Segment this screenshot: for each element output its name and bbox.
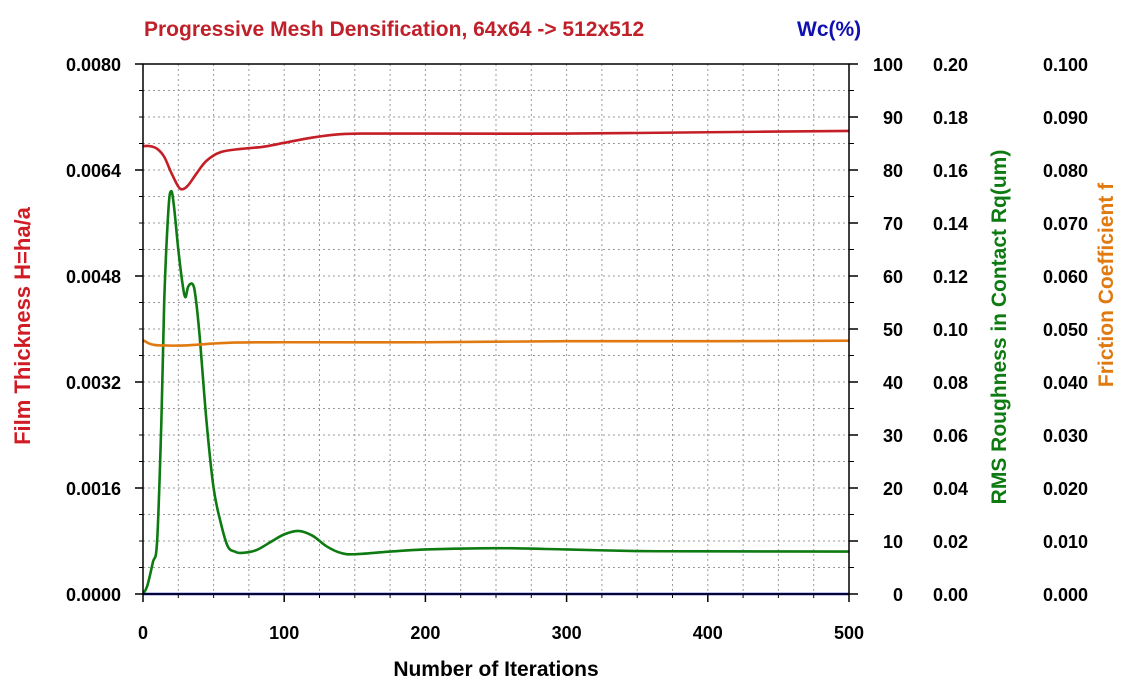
series-line-rq bbox=[141, 189, 850, 595]
rq-tick-label: 0.08 bbox=[933, 373, 968, 393]
wc-tick-label: 50 bbox=[883, 320, 903, 340]
wc-tick-label: 0 bbox=[893, 585, 903, 605]
rq-tick-label: 0.14 bbox=[933, 214, 968, 234]
rq-tick-label: 0.04 bbox=[933, 479, 968, 499]
rq-tick-label: 0.06 bbox=[933, 426, 968, 446]
rq-tick-label: 0.12 bbox=[933, 267, 968, 287]
friction-tick-label: 0.080 bbox=[1043, 161, 1088, 181]
friction-tick-label: 0.060 bbox=[1043, 267, 1088, 287]
x-tick-label: 0 bbox=[138, 623, 148, 643]
x-tick-label: 200 bbox=[410, 623, 440, 643]
left-tick-label: 0.0080 bbox=[66, 55, 121, 75]
rq-tick-label: 0.20 bbox=[933, 55, 968, 75]
left-tick-label: 0.0000 bbox=[66, 585, 121, 605]
x-tick-label: 400 bbox=[693, 623, 723, 643]
friction-tick-label: 0.040 bbox=[1043, 373, 1088, 393]
series-line-f bbox=[142, 338, 850, 347]
chart-title: Progressive Mesh Densification, 64x64 ->… bbox=[144, 18, 644, 41]
wc-title: Wc(%) bbox=[797, 18, 861, 41]
wc-tick-label: 100 bbox=[873, 55, 903, 75]
wc-tick-label: 80 bbox=[883, 161, 903, 181]
friction-tick-label: 0.070 bbox=[1043, 214, 1088, 234]
wc-tick-label: 40 bbox=[883, 373, 903, 393]
wc-tick-label: 20 bbox=[883, 479, 903, 499]
series-line-left bbox=[142, 129, 850, 191]
axes-layer: 0 100 200 300 400 5000.00000.00160.00320.0048… bbox=[66, 55, 1088, 643]
x-tick-label: 300 bbox=[552, 623, 582, 643]
wc-tick-label: 30 bbox=[883, 426, 903, 446]
left-tick-label: 0.0032 bbox=[66, 373, 121, 393]
rq-tick-label: 0.16 bbox=[933, 161, 968, 181]
friction-tick-label: 0.100 bbox=[1043, 55, 1088, 75]
wc-tick-label: 70 bbox=[883, 214, 903, 234]
x-axis-label: Number of Iterations bbox=[393, 658, 598, 681]
grid bbox=[143, 64, 849, 594]
friction-tick-label: 0.090 bbox=[1043, 108, 1088, 128]
left-tick-label: 0.0016 bbox=[66, 479, 121, 499]
wc-tick-label: 60 bbox=[883, 267, 903, 287]
x-tick-label: 500 bbox=[834, 623, 864, 643]
friction-axis-label: Friction Coefficient f bbox=[1095, 182, 1118, 387]
friction-tick-label: 0.050 bbox=[1043, 320, 1088, 340]
rq-tick-label: 0.00 bbox=[933, 585, 968, 605]
friction-tick-label: 0.000 bbox=[1043, 585, 1088, 605]
friction-tick-label: 0.010 bbox=[1043, 532, 1088, 552]
wc-tick-label: 10 bbox=[883, 532, 903, 552]
left-axis-label: Film Thickness H=ha/a bbox=[10, 206, 35, 445]
rq-tick-label: 0.02 bbox=[933, 532, 968, 552]
rq-tick-label: 0.18 bbox=[933, 108, 968, 128]
left-tick-label: 0.0048 bbox=[66, 267, 121, 287]
friction-tick-label: 0.030 bbox=[1043, 426, 1088, 446]
rq-axis-label: RMS Roughness in Contact Rq(um) bbox=[988, 150, 1011, 505]
left-tick-label: 0.0064 bbox=[66, 161, 121, 181]
friction-tick-label: 0.020 bbox=[1043, 479, 1088, 499]
wc-tick-label: 90 bbox=[883, 108, 903, 128]
rq-tick-label: 0.10 bbox=[933, 320, 968, 340]
x-tick-label: 100 bbox=[269, 623, 299, 643]
